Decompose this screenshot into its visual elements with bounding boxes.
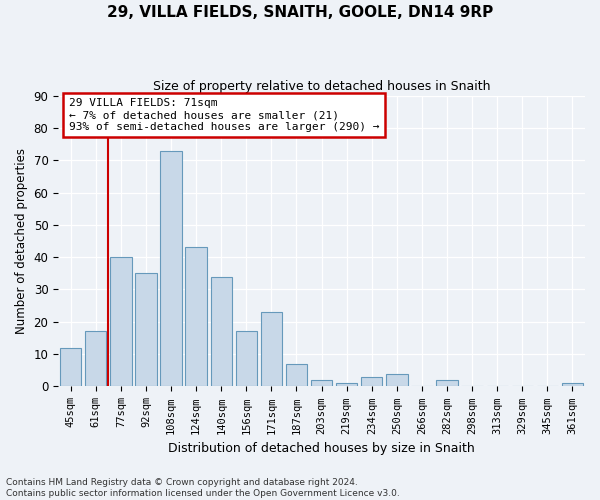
Text: Contains HM Land Registry data © Crown copyright and database right 2024.
Contai: Contains HM Land Registry data © Crown c… bbox=[6, 478, 400, 498]
Bar bbox=[562, 383, 583, 386]
Bar bbox=[286, 364, 307, 386]
Text: 29 VILLA FIELDS: 71sqm
← 7% of detached houses are smaller (21)
93% of semi-deta: 29 VILLA FIELDS: 71sqm ← 7% of detached … bbox=[68, 98, 379, 132]
Bar bbox=[135, 274, 157, 386]
Y-axis label: Number of detached properties: Number of detached properties bbox=[15, 148, 28, 334]
Text: 29, VILLA FIELDS, SNAITH, GOOLE, DN14 9RP: 29, VILLA FIELDS, SNAITH, GOOLE, DN14 9R… bbox=[107, 5, 493, 20]
Bar bbox=[311, 380, 332, 386]
Bar bbox=[436, 380, 458, 386]
Bar bbox=[185, 248, 207, 386]
Bar bbox=[236, 332, 257, 386]
Bar bbox=[211, 276, 232, 386]
Bar bbox=[386, 374, 407, 386]
Title: Size of property relative to detached houses in Snaith: Size of property relative to detached ho… bbox=[153, 80, 490, 93]
Bar bbox=[336, 383, 358, 386]
Bar bbox=[110, 257, 131, 386]
X-axis label: Distribution of detached houses by size in Snaith: Distribution of detached houses by size … bbox=[168, 442, 475, 455]
Bar bbox=[60, 348, 82, 387]
Bar bbox=[85, 332, 106, 386]
Bar bbox=[261, 312, 282, 386]
Bar bbox=[160, 150, 182, 386]
Bar bbox=[361, 376, 382, 386]
